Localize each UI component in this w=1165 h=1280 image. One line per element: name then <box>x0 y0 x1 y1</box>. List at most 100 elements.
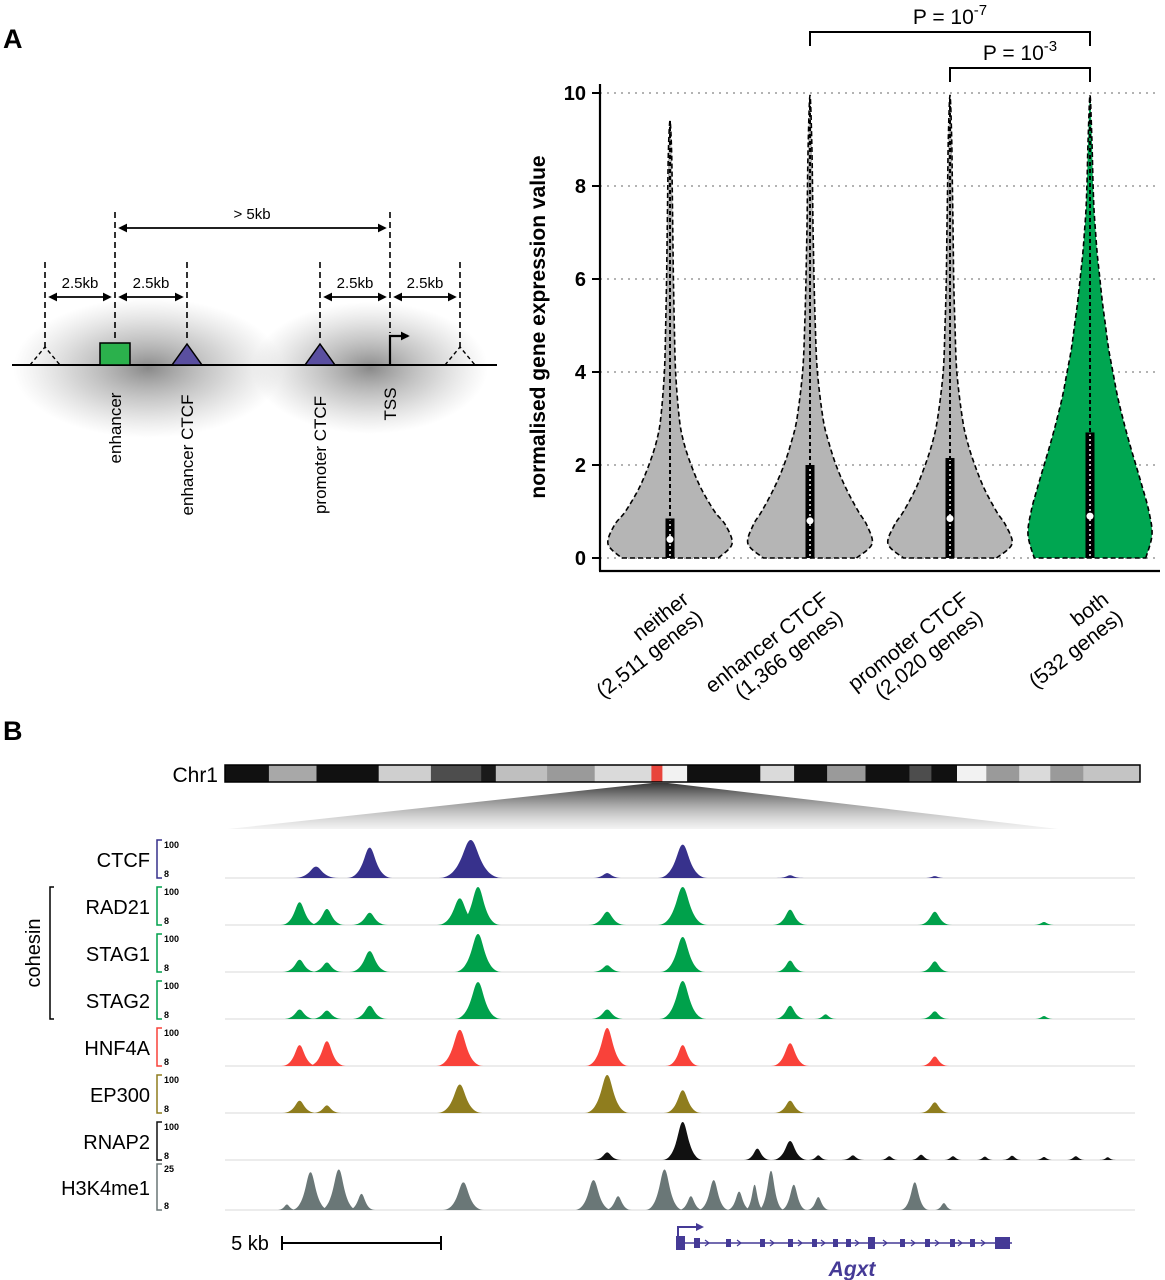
exon <box>950 1239 955 1247</box>
dashed-guides <box>44 212 461 350</box>
significance-label: P = 10-7 <box>913 2 987 29</box>
intron-direction-arrow <box>957 1239 963 1247</box>
track-signal-EP300 <box>282 1075 951 1113</box>
exon <box>833 1239 838 1247</box>
label-enhancer-ctcf: enhancer CTCF <box>178 395 197 516</box>
scale-top-RNAP2: 100 <box>164 1122 179 1132</box>
genome-browser: Chr1 cohesin 5 kb Agxt CTCF 100 8 RAD21 100 8… <box>23 764 1141 1280</box>
ideogram-segment <box>378 765 432 782</box>
label-tss: TSS <box>381 387 400 420</box>
ideogram-segment <box>909 765 932 782</box>
exon <box>846 1239 851 1247</box>
intron-direction-arrow <box>910 1239 916 1247</box>
exon <box>694 1238 700 1248</box>
track-label-STAG2: STAG2 <box>86 991 150 1013</box>
exon <box>726 1239 731 1247</box>
intron-direction-arrow <box>820 1239 826 1247</box>
median-dot <box>806 517 814 525</box>
scale-top-RAD21: 100 <box>164 887 179 897</box>
scale-top-STAG1: 100 <box>164 934 179 944</box>
y-tick-label: 0 <box>575 548 586 570</box>
median-dot <box>1086 512 1094 520</box>
y-tick-label: 8 <box>575 176 586 198</box>
ideogram-segment <box>1019 765 1051 782</box>
distance-label-long: > 5kb <box>233 206 270 223</box>
cohesin-group-label: cohesin <box>23 919 45 988</box>
distance-label-4: 2.5kb <box>407 275 444 292</box>
tss-arrow <box>388 331 410 364</box>
violin-plot: normalised gene expression value neither… <box>527 2 1160 704</box>
ideogram-segment <box>865 765 910 782</box>
intron-direction-arrow <box>704 1239 710 1247</box>
shadow-blob-enhancer <box>13 298 283 438</box>
track-label-CTCF: CTCF <box>97 850 150 872</box>
track-signal-HNF4A <box>281 1028 950 1066</box>
intron-direction-arrow <box>769 1239 775 1247</box>
intron-direction-arrow <box>934 1239 940 1247</box>
label-enhancer: enhancer <box>106 392 125 463</box>
distance-label-1: 2.5kb <box>62 275 99 292</box>
scale-top-STAG2: 100 <box>164 981 179 991</box>
label-promoter-ctcf: promoter CTCF <box>311 396 330 514</box>
track-signal-H3K4me1 <box>276 1169 954 1210</box>
ideogram-segment <box>651 765 663 782</box>
y-tick-label: 10 <box>564 83 586 105</box>
distance-label-2: 2.5kb <box>133 275 170 292</box>
scale-bar-label: 5 kb <box>231 1233 269 1255</box>
track-signal-RNAP2 <box>592 1122 1116 1160</box>
exon <box>676 1236 685 1250</box>
ideogram-segment <box>495 765 548 782</box>
track-signal-CTCF <box>293 840 947 878</box>
boxplot-box <box>805 465 815 558</box>
gene-tss-arrowhead <box>696 1223 704 1231</box>
scale-bracket-STAG2 <box>156 980 162 1020</box>
ideogram-segment <box>794 765 828 782</box>
scale-bottom-RNAP2: 8 <box>164 1151 169 1161</box>
promoter-ctcf-triangle <box>303 342 337 366</box>
scale-bracket-CTCF <box>156 839 162 879</box>
intron-direction-arrow <box>736 1239 742 1247</box>
scale-bracket-STAG1 <box>156 933 162 973</box>
optional-ctcf-triangle-left <box>29 345 61 366</box>
scale-bracket-EP300 <box>156 1074 162 1114</box>
gene-model-agxt <box>676 1223 1012 1250</box>
ideogram-segment <box>225 765 270 782</box>
chr1-ideogram <box>224 764 1141 783</box>
exon <box>995 1237 1010 1249</box>
intron-direction-arrow <box>854 1239 860 1247</box>
shadow-blob-promoter <box>252 302 488 434</box>
track-signal-STAG2 <box>283 981 1054 1019</box>
x-category-label: both(532 genes) <box>1025 588 1127 693</box>
track-label-RNAP2: RNAP2 <box>83 1132 150 1154</box>
scale-bottom-H3K4me1: 8 <box>164 1201 169 1211</box>
ideogram-segment <box>827 765 866 782</box>
ideogram-segment <box>1050 765 1084 782</box>
track-label-EP300: EP300 <box>90 1085 150 1107</box>
scale-bracket-HNF4A <box>156 1027 162 1067</box>
scale-bar <box>281 1236 442 1250</box>
exon <box>760 1239 765 1247</box>
scale-bottom-HNF4A: 8 <box>164 1057 169 1067</box>
scale-bottom-RAD21: 8 <box>164 916 169 926</box>
enhancer-promoter-schematic: 2.5kb 2.5kb > 5kb 2.5kb 2.5kb enhancer e… <box>12 206 497 516</box>
scale-bracket-RNAP2 <box>156 1121 162 1161</box>
track-label-H3K4me1: H3K4me1 <box>61 1178 150 1200</box>
significance-bracket <box>809 31 1091 46</box>
track-label-HNF4A: HNF4A <box>84 1038 150 1060</box>
boxplot-box <box>945 458 955 558</box>
ideogram-segment <box>1083 765 1141 782</box>
enhancer-ctcf-triangle <box>170 342 204 366</box>
cohesin-bracket <box>49 886 54 1020</box>
median-dot <box>666 535 674 543</box>
exon <box>970 1239 975 1247</box>
ideogram-border <box>224 764 1141 783</box>
violin-gridlines <box>600 92 1160 559</box>
significance-label: P = 10-3 <box>983 38 1057 65</box>
scale-bracket-RAD21 <box>156 886 162 926</box>
ideogram-segment <box>430 765 482 782</box>
ideogram-segment <box>662 765 688 782</box>
exon <box>900 1239 905 1247</box>
zoom-beam <box>228 783 1058 829</box>
panel-a-label: A <box>3 24 23 54</box>
